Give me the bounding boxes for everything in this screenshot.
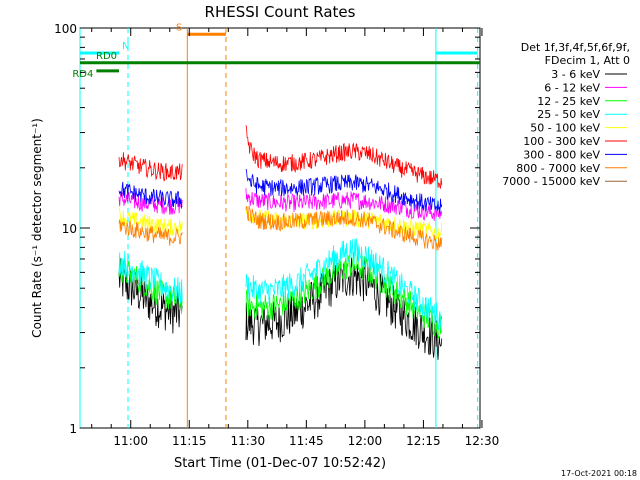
series-line (245, 205, 443, 251)
legend-entry-label: 100 - 300 keV (523, 135, 600, 148)
x-tick-label: 12:30 (465, 434, 500, 448)
legend-header-line-2: FDecim 1, Att 0 (545, 54, 630, 67)
legend-entry-label: 800 - 7000 keV (516, 162, 600, 175)
x-tick-label: 12:00 (348, 434, 383, 448)
series-line (245, 125, 443, 190)
footer-timestamp: 17-Oct-2021 00:18 (561, 469, 637, 478)
y-axis-label: Count Rate (s⁻¹ detector segment⁻¹) (30, 118, 44, 338)
legend-entry-label: 300 - 800 keV (523, 148, 600, 161)
state-bar-label: N (122, 41, 129, 52)
series-line (245, 237, 443, 334)
x-tick-label: 12:15 (406, 434, 441, 448)
vertical-markers (79, 28, 479, 428)
y-tick-label: 100 (54, 22, 77, 36)
axis-ticks: 11:00 11:15 11:30 11:45 12:00 12:15 12:30 1 10 10… (54, 22, 499, 448)
series-line (118, 250, 183, 304)
series-lines (118, 125, 443, 360)
legend-entry-label: 25 - 50 keV (537, 108, 600, 121)
state-bar-label: RD0 (96, 51, 117, 62)
series-line (118, 219, 183, 246)
x-tick-label: 11:15 (172, 434, 207, 448)
state-bar-label: RD4 (72, 69, 93, 80)
legend-header-line-1: Det 1f,3f,4f,5f,6f,9f, (521, 41, 630, 54)
y-tick-label: 10 (62, 222, 77, 236)
x-axis-label: Start Time (01-Dec-07 10:52:42) (174, 456, 386, 471)
series-line (118, 152, 183, 182)
x-tick-label: 11:30 (231, 434, 266, 448)
chart-title: RHESSI Count Rates (205, 3, 356, 21)
legend-entry-label: 3 - 6 keV (551, 68, 600, 81)
series-line (245, 188, 443, 221)
legend-entry-label: 12 - 25 keV (537, 95, 600, 108)
series-line (245, 251, 443, 339)
state-bar-label: S (176, 22, 182, 33)
legend-entry-label: 6 - 12 keV (544, 81, 600, 94)
series-line (118, 181, 183, 209)
x-tick-label: 11:45 (289, 434, 324, 448)
series-line (245, 168, 443, 214)
x-tick-label: 11:00 (113, 434, 148, 448)
y-tick-label: 1 (69, 422, 77, 436)
legend-entry-label: 50 - 100 keV (530, 122, 600, 135)
legend-entry-label: 7000 - 15000 keV (502, 175, 600, 188)
